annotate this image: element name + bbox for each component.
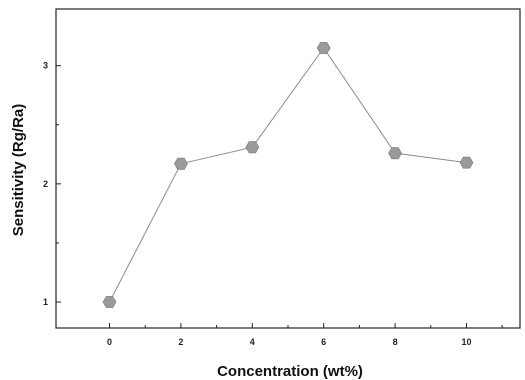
- x-tick-label: 4: [250, 337, 255, 347]
- data-point: [174, 157, 188, 170]
- x-tick-label: 8: [393, 337, 398, 347]
- y-axis: 1 2 3: [43, 61, 61, 307]
- y-tick-label: 2: [43, 179, 48, 189]
- data-point: [245, 141, 260, 154]
- y-axis-title: Sensitivity (Rg/Ra): [10, 104, 27, 237]
- data-point: [316, 42, 331, 54]
- series-line: [109, 47, 467, 303]
- x-axis: 0 2 4 6 8 10: [107, 323, 503, 347]
- data-point: [388, 147, 402, 160]
- x-tick-label: 2: [178, 337, 183, 347]
- x-tick-label: 10: [461, 337, 471, 347]
- plot-frame: [55, 8, 521, 329]
- x-tick-label: 0: [107, 337, 112, 347]
- y-tick-label: 3: [43, 61, 48, 71]
- x-tick-label: 6: [321, 337, 326, 347]
- y-tick-label: 1: [43, 297, 48, 307]
- data-point: [102, 296, 117, 308]
- x-axis-title: Concentration (wt%): [217, 363, 363, 380]
- data-points: [102, 42, 474, 308]
- data-point: [459, 156, 474, 169]
